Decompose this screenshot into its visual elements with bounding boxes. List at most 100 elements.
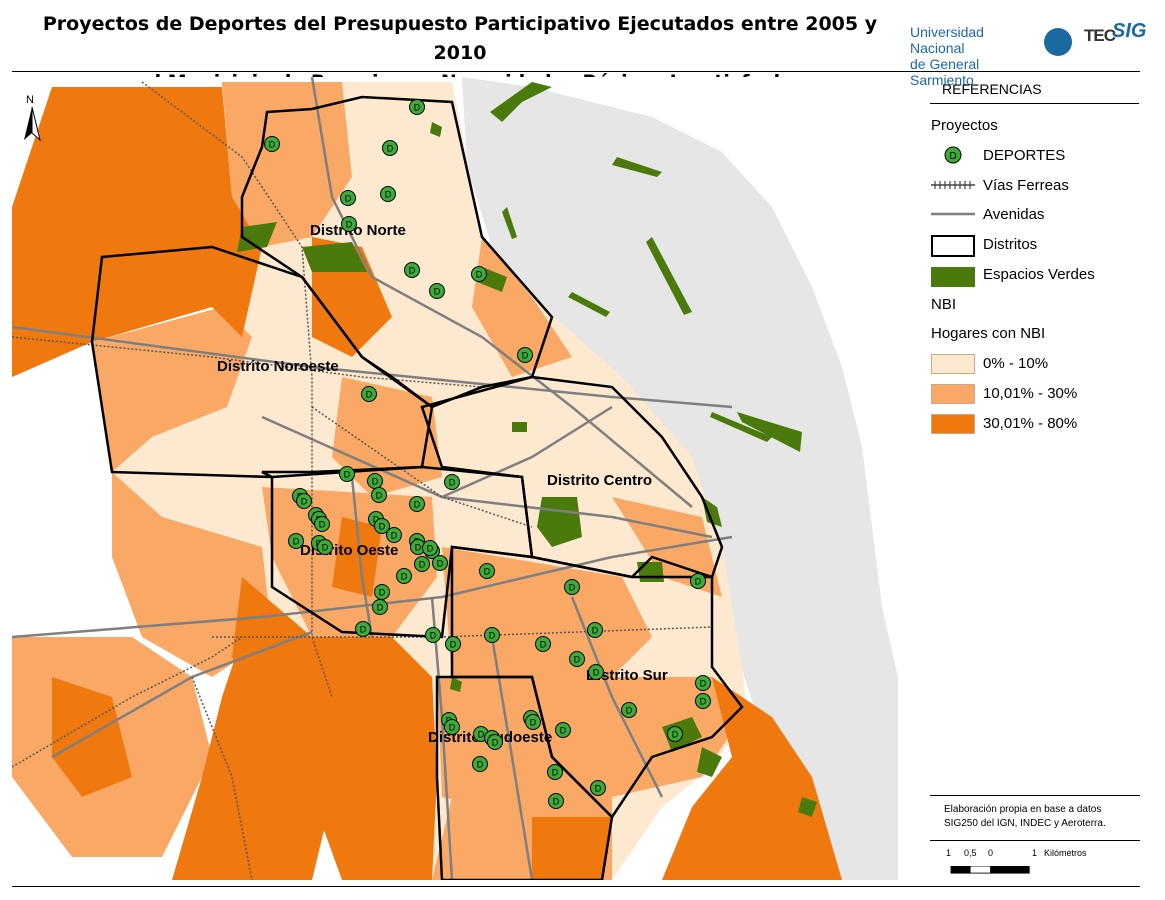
avenue-symbol-icon — [931, 212, 975, 216]
project-marker-deportes: D — [288, 533, 304, 549]
nbi-class-high-label: 30,01% - 80% — [983, 415, 1078, 432]
project-marker-deportes: D — [429, 283, 445, 299]
svg-text:D: D — [477, 760, 484, 770]
project-marker-deportes: D — [371, 487, 387, 503]
scale-label-1-left: 1 — [946, 848, 952, 858]
project-marker-deportes: D — [404, 262, 420, 278]
credits-divider-top — [930, 795, 1140, 796]
nbi-class-high-swatch — [931, 414, 975, 434]
map-frame: Distrito Norte Distrito Noroeste Distrit… — [12, 77, 898, 880]
project-marker-deportes: D — [690, 573, 706, 589]
svg-text:D: D — [419, 560, 426, 570]
header-divider — [12, 71, 1140, 72]
legend-heading-divider — [930, 103, 1139, 104]
scale-label-unit: Kilómetros — [1044, 848, 1087, 858]
svg-text:D: D — [574, 655, 581, 665]
svg-text:D: D — [522, 351, 529, 361]
project-marker-deportes: D — [588, 664, 604, 680]
tec-logo: TEC — [1084, 26, 1116, 45]
sig-logo: SIG — [1112, 20, 1147, 42]
svg-text:D: D — [345, 194, 352, 204]
svg-text:D: D — [700, 679, 707, 689]
district-label-noroeste: Distrito Noroeste — [217, 358, 339, 375]
project-marker-deportes: D — [341, 216, 357, 232]
svg-text:D: D — [476, 270, 483, 280]
district-symbol-icon — [931, 235, 975, 257]
project-marker-deportes: D — [409, 99, 425, 115]
svg-text:D: D — [437, 559, 444, 569]
svg-text:D: D — [492, 738, 499, 748]
project-marker-deportes: D — [314, 516, 330, 532]
project-marker-deportes: D — [535, 636, 551, 652]
svg-text:D: D — [700, 697, 707, 707]
project-marker-deportes: D — [361, 386, 377, 402]
project-marker-deportes: D — [695, 675, 711, 691]
credits-divider-bottom — [930, 840, 1140, 841]
svg-text:D: D — [385, 190, 392, 200]
svg-text:D: D — [489, 631, 496, 641]
project-marker-deportes: D — [340, 190, 356, 206]
svg-text:D: D — [414, 500, 421, 510]
svg-text:D: D — [553, 797, 560, 807]
project-marker-deportes: D — [396, 568, 412, 584]
project-marker-deportes: D — [621, 702, 637, 718]
svg-text:D: D — [484, 567, 491, 577]
project-marker-deportes: D — [587, 622, 603, 638]
svg-text:D: D — [377, 603, 384, 613]
railway-symbol-icon — [931, 181, 975, 189]
svg-text:D: D — [450, 640, 457, 650]
project-marker-deportes: D — [525, 714, 541, 730]
svg-text:D: D — [427, 544, 434, 554]
university-mark-icon — [1044, 28, 1072, 56]
north-arrow-icon: N — [24, 94, 41, 142]
project-marker-deportes: D — [425, 627, 441, 643]
svg-text:D: D — [379, 588, 386, 598]
svg-text:D: D — [301, 497, 308, 507]
legend-nbi-subtitle: Hogares con NBI — [931, 325, 1046, 342]
project-marker-deportes: D — [382, 140, 398, 156]
svg-text:D: D — [449, 478, 456, 488]
svg-text:D: D — [434, 287, 441, 297]
footer-divider — [12, 886, 1140, 887]
project-marker-deportes: D — [555, 722, 571, 738]
legend-section-projects: Proyectos — [931, 117, 998, 134]
project-marker-deportes: D — [264, 136, 280, 152]
svg-text:D: D — [530, 718, 537, 728]
scale-label-zero: 0 — [988, 848, 994, 858]
project-marker-deportes: D — [355, 621, 371, 637]
project-marker-deportes: D — [517, 347, 533, 363]
svg-text:D: D — [626, 706, 633, 716]
scale-bar — [950, 866, 1030, 874]
district-boundary-sudoeste — [435, 675, 614, 880]
legend-districts: Distritos — [983, 236, 1038, 253]
islands — [490, 82, 802, 452]
project-marker-deportes: D — [695, 693, 711, 709]
svg-text:D: D — [540, 640, 547, 650]
project-marker-deportes: D — [296, 493, 312, 509]
svg-text:D: D — [695, 577, 702, 587]
svg-text:D: D — [478, 730, 485, 740]
nbi-class-medium-label: 10,01% - 30% — [983, 385, 1078, 402]
svg-text:D: D — [373, 515, 380, 525]
svg-text:D: D — [593, 668, 600, 678]
project-marker-deportes: D — [487, 734, 503, 750]
svg-text:D: D — [401, 572, 408, 582]
svg-text:D: D — [414, 103, 421, 113]
project-marker-deportes: D — [374, 518, 390, 534]
scale-label-1-right: 1 — [1032, 848, 1038, 858]
svg-text:D: D — [449, 723, 456, 733]
scale-label-half: 0,5 — [964, 848, 977, 858]
project-marker-deportes: D — [422, 540, 438, 556]
university-logo: Universidad Nacional de General Sarmient… — [910, 24, 1040, 88]
project-marker-deportes: D — [317, 539, 333, 555]
nbi-high-zones — [12, 87, 842, 880]
svg-text:D: D — [592, 626, 599, 636]
project-marker-deportes: D — [367, 473, 383, 489]
svg-text:D: D — [949, 151, 956, 162]
legend-green-spaces: Espacios Verdes — [983, 266, 1095, 283]
credits: Elaboración propia en base a datos SIG25… — [944, 803, 1134, 831]
project-marker-deportes: D — [569, 651, 585, 667]
svg-text:D: D — [360, 625, 367, 635]
project-marker-deportes: D — [386, 527, 402, 543]
